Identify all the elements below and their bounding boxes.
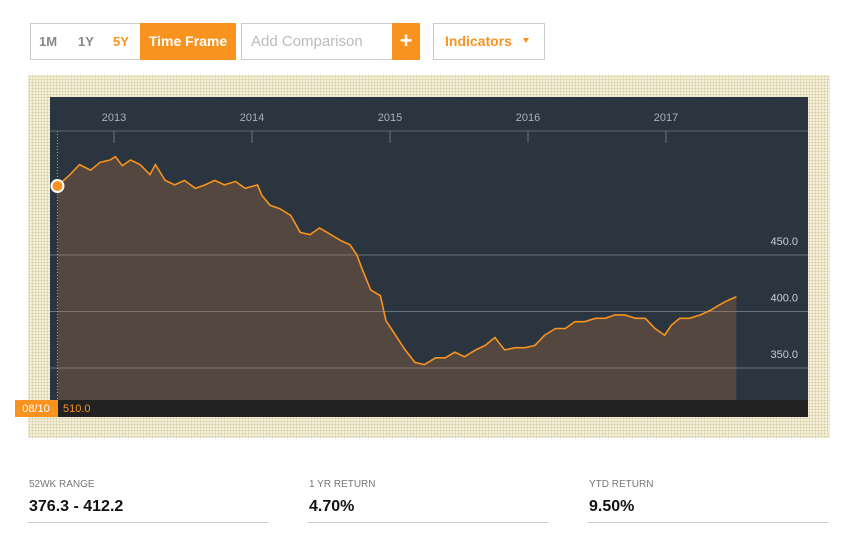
chart-panel (50, 97, 808, 417)
stat-value: 4.70% (309, 498, 355, 515)
cursor-strip (50, 400, 808, 417)
x-tick-label: 2015 (378, 112, 402, 124)
range-1m[interactable]: 1M (39, 34, 58, 49)
cursor-date-box (15, 400, 58, 417)
y-tick-label: 400.0 (770, 292, 798, 304)
stat-rule (308, 522, 548, 523)
price-line (56, 155, 737, 366)
area-fill (57, 156, 737, 400)
time-frame-button[interactable]: Time Frame (140, 23, 236, 60)
indicators-button[interactable]: Indicators (433, 23, 545, 60)
x-tick-label: 2017 (654, 112, 678, 124)
x-tick-label: 2016 (516, 112, 540, 124)
x-tick-label: 2013 (102, 112, 126, 124)
cursor-date: 08/10 (22, 403, 50, 415)
stat-label: 1 YR RETURN (309, 479, 376, 490)
add-button[interactable]: + (392, 23, 420, 60)
stat-value: 376.3 - 412.2 (29, 498, 124, 515)
cursor-value: 510.0 (63, 403, 91, 415)
stat-label: 52WK RANGE (29, 479, 95, 490)
stat-label: YTD RETURN (589, 479, 654, 490)
dropdown-arrow (523, 38, 529, 43)
y-tick-label: 350.0 (770, 349, 798, 361)
x-tick-label: 2014 (240, 112, 264, 124)
cursor-point (50, 179, 65, 194)
stat-rule (28, 522, 268, 523)
stat-rule (588, 522, 828, 523)
stat-value: 9.50% (589, 498, 635, 515)
range-1y[interactable]: 1Y (78, 34, 94, 49)
range-5y[interactable]: 5Y (113, 34, 129, 49)
y-tick-label: 450.0 (770, 236, 798, 248)
